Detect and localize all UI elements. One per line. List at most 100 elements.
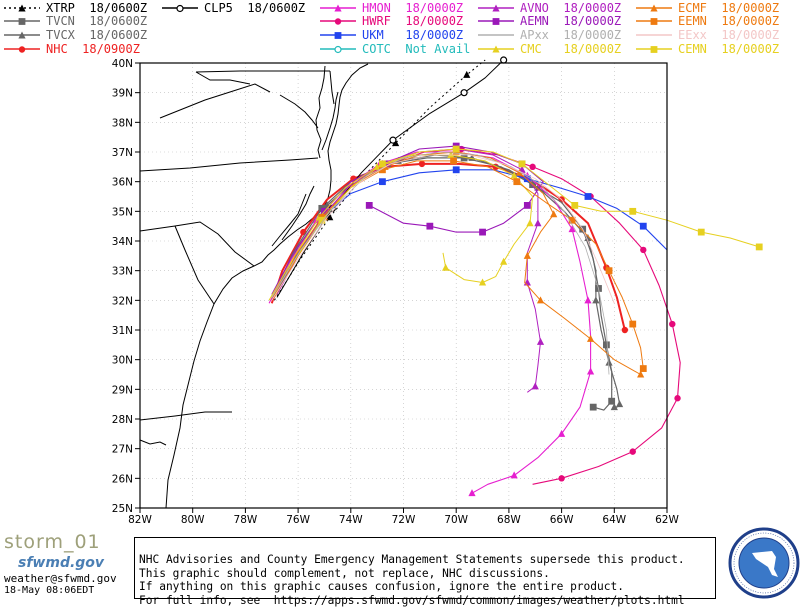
issue-timestamp: 18-May 08:06EDT [4,585,95,596]
track-point-clp5 [500,56,508,64]
track-line-tvcx [273,154,621,408]
axis-labels: 25N 26N 27N 28N 29N 30N 31N 32N 33N 34N 35N 36N 37N 3… [112,58,680,526]
lat-tick-label: 25N [112,503,133,515]
lon-tick-label: 62W [655,514,679,526]
storm-label: storm_01 [4,531,101,553]
legend-label: HMON 18/0000Z [362,1,464,15]
legend-label: CMC 18/0000Z [520,42,622,56]
florida-gulf [139,439,167,446]
track-point-hmon [584,296,592,304]
track-point-ukm [584,193,592,200]
legend-label: AEMN 18/0000Z [520,14,622,28]
track-point-hmon [568,225,576,233]
track-point-cemn [629,207,637,215]
legend-swatch-marker [18,46,26,53]
track-point-tvcn [589,403,597,411]
track-point-ecmf [536,296,545,304]
track-clp5 [276,56,508,298]
legend-swatch [4,18,40,25]
track-point-aemn [479,228,486,236]
legend-swatch [478,18,514,25]
legend-label: NHC 18/0900Z [46,42,140,56]
sfwmd-logo-text: sfwmd.gov [18,555,105,571]
track-point-tvcn [602,341,610,349]
legend-swatch-marker [650,46,658,53]
track-point-hwrf [669,320,676,328]
disclaimer-line: For full info, see https://apps.sfwmd.go… [139,593,685,607]
chesapeake-bay [315,65,326,159]
legend-swatch [478,4,514,12]
lat-tick-label: 30N [112,355,133,367]
disclaimer-line: NHC Advisories and County Emergency Mana… [139,553,685,567]
track-point-eemn [568,216,576,224]
legend-swatch [636,34,672,36]
legend-swatch [636,4,672,12]
track-point-hmon [586,367,595,375]
track-point-cemn [318,216,326,224]
track-point-cemn [755,243,763,251]
lon-tick-label: 66W [550,514,574,526]
legend-label: TVCN 18/0600Z [46,14,148,28]
track-point-clp5 [389,136,397,144]
track-point-eemn [450,157,457,165]
legend-swatch-marker [334,4,342,12]
legend-swatch [478,45,514,53]
track-point-hmon [468,489,476,497]
track-point-ecmf [586,334,595,342]
track-point-cmc [447,150,455,158]
track-point-hmon [510,471,518,479]
delmarva [321,91,339,151]
track-point-ecmf [637,370,645,378]
track-point-ecmf [515,168,524,176]
lat-tick-label: 37N [112,147,133,159]
track-point-cmc [500,257,508,265]
legend-label: TVCX 18/0600Z [46,28,148,42]
legend-swatch [636,18,672,25]
model-legend: XTRP 18/0600Z TVCN 18/0600Z TVCX 18/0600Z N… [0,0,800,58]
lat-tick-label: 40N [112,58,133,70]
sfwmd-seal-icon [728,527,800,599]
lat-tick-label: 31N [112,325,133,337]
track-avno [276,145,545,393]
pamlico-sound [271,193,307,247]
legend-label: EExx 18/0000Z [678,28,780,42]
track-point-cmc [373,162,381,170]
lat-tick-label: 35N [112,206,133,218]
track-apxx [271,151,610,375]
track-point-ukm [639,222,647,230]
lat-tick-label: 32N [112,295,133,307]
lat-lon-grid [139,62,668,509]
track-point-cemn [379,160,386,168]
track-point-nhc [418,160,426,168]
track-point-nhc [621,326,629,334]
lon-tick-label: 74W [339,514,363,526]
border-nc-va [139,157,319,172]
track-line-apxx [271,151,610,375]
track-line-eemn [271,160,644,369]
legend-label: CLP5 18/0600Z [204,1,306,15]
legend-swatch [4,31,40,39]
track-point-avno [531,382,539,390]
legend-swatch [4,46,40,53]
legend-label: CEMN 18/0000Z [678,42,780,56]
track-point-xtrp [463,70,471,78]
legend-swatch [636,46,672,53]
lon-tick-label: 68W [497,514,521,526]
border-md-pa [195,70,330,73]
track-xtrp [273,59,486,301]
track-point-tvcx [615,400,624,408]
track-point-cmc [442,263,450,271]
lon-tick-label: 72W [392,514,416,526]
track-point-cmc [526,219,534,227]
track-tvcn [271,154,616,411]
legend-swatch-marker [18,18,26,25]
legend-swatch [320,4,356,12]
lat-tick-label: 39N [112,88,133,100]
lon-tick-label: 70W [444,514,468,526]
track-point-xtrp [391,139,400,147]
lon-tick-label: 82W [128,514,152,526]
legend-swatch-marker [492,45,500,53]
legend-swatch-marker [18,4,26,12]
track-point-avno [534,219,542,227]
